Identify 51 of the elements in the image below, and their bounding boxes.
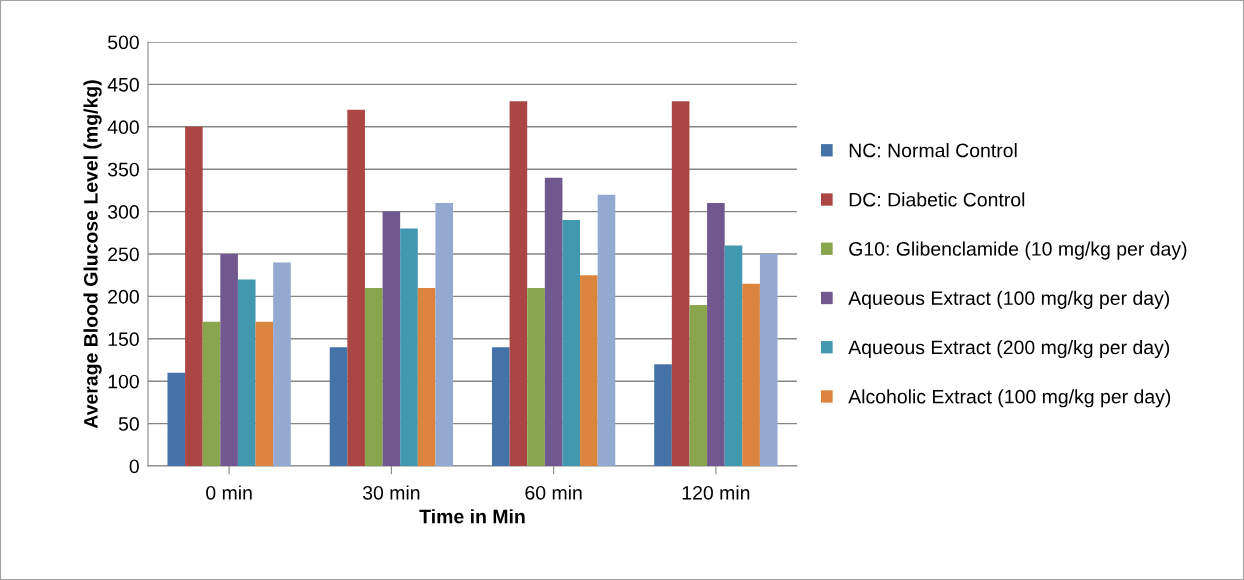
bar: [527, 287, 545, 466]
legend-label: NC: Normal Control: [849, 143, 1017, 158]
bar: [220, 254, 238, 466]
bar: [202, 321, 221, 466]
y-tick-label: 0: [129, 459, 139, 474]
bar: [491, 347, 510, 466]
y-tick-label: 350: [107, 162, 139, 177]
y-tick-label: 450: [107, 77, 139, 92]
bar: [347, 109, 365, 466]
y-tick-label: 500: [108, 35, 139, 50]
bar: [167, 372, 186, 466]
y-tick-label: 250: [108, 247, 139, 262]
bar: [671, 101, 690, 466]
bar: [382, 211, 401, 466]
x-tick-label: 0 min: [206, 485, 252, 500]
bar: [742, 283, 760, 466]
bar: [597, 194, 616, 466]
x-tick-label: 120 min: [682, 485, 750, 500]
bar: [364, 287, 383, 466]
bar: [689, 304, 708, 466]
legend-label: Aqueous Extract (200 mg/kg per day): [848, 339, 1170, 359]
bar: [273, 262, 291, 466]
legend-label: Alcoholic Extract (100 mg/kg per day): [848, 389, 1171, 408]
bar: [185, 126, 203, 466]
x-axis-title: Time in Min: [419, 509, 525, 524]
y-tick-label: 300: [107, 205, 139, 219]
y-axis-title: Average Blood Glucose Level (mg/kg): [83, 80, 102, 429]
bar: [562, 220, 581, 466]
y-tick-label: 200: [108, 289, 139, 304]
bar: [255, 321, 274, 466]
bar: [435, 203, 454, 466]
x-tick-label: 30 min: [362, 485, 420, 500]
x-tick-label: 60 min: [525, 485, 582, 500]
bar: [580, 275, 598, 466]
y-tick-label: 150: [108, 332, 139, 347]
legend-label: G10: Glibenclamide (10 mg/kg per day): [849, 241, 1187, 260]
bar: [417, 287, 436, 466]
y-tick-label: 100: [108, 374, 139, 389]
bar: [509, 101, 528, 466]
bar: [707, 203, 725, 466]
y-tick-label: 50: [118, 417, 139, 431]
bar: [544, 177, 563, 466]
bar: [237, 279, 256, 466]
y-tick-label: 400: [107, 120, 139, 135]
bar: [724, 245, 743, 466]
bar: [654, 364, 672, 466]
bar: [759, 254, 778, 466]
legend-label: Aqueous Extract (100 mg/kg per day): [848, 290, 1170, 309]
legend-label: DC: Diabetic Control: [849, 192, 1025, 207]
bar: [400, 228, 418, 466]
bar: [329, 347, 348, 466]
